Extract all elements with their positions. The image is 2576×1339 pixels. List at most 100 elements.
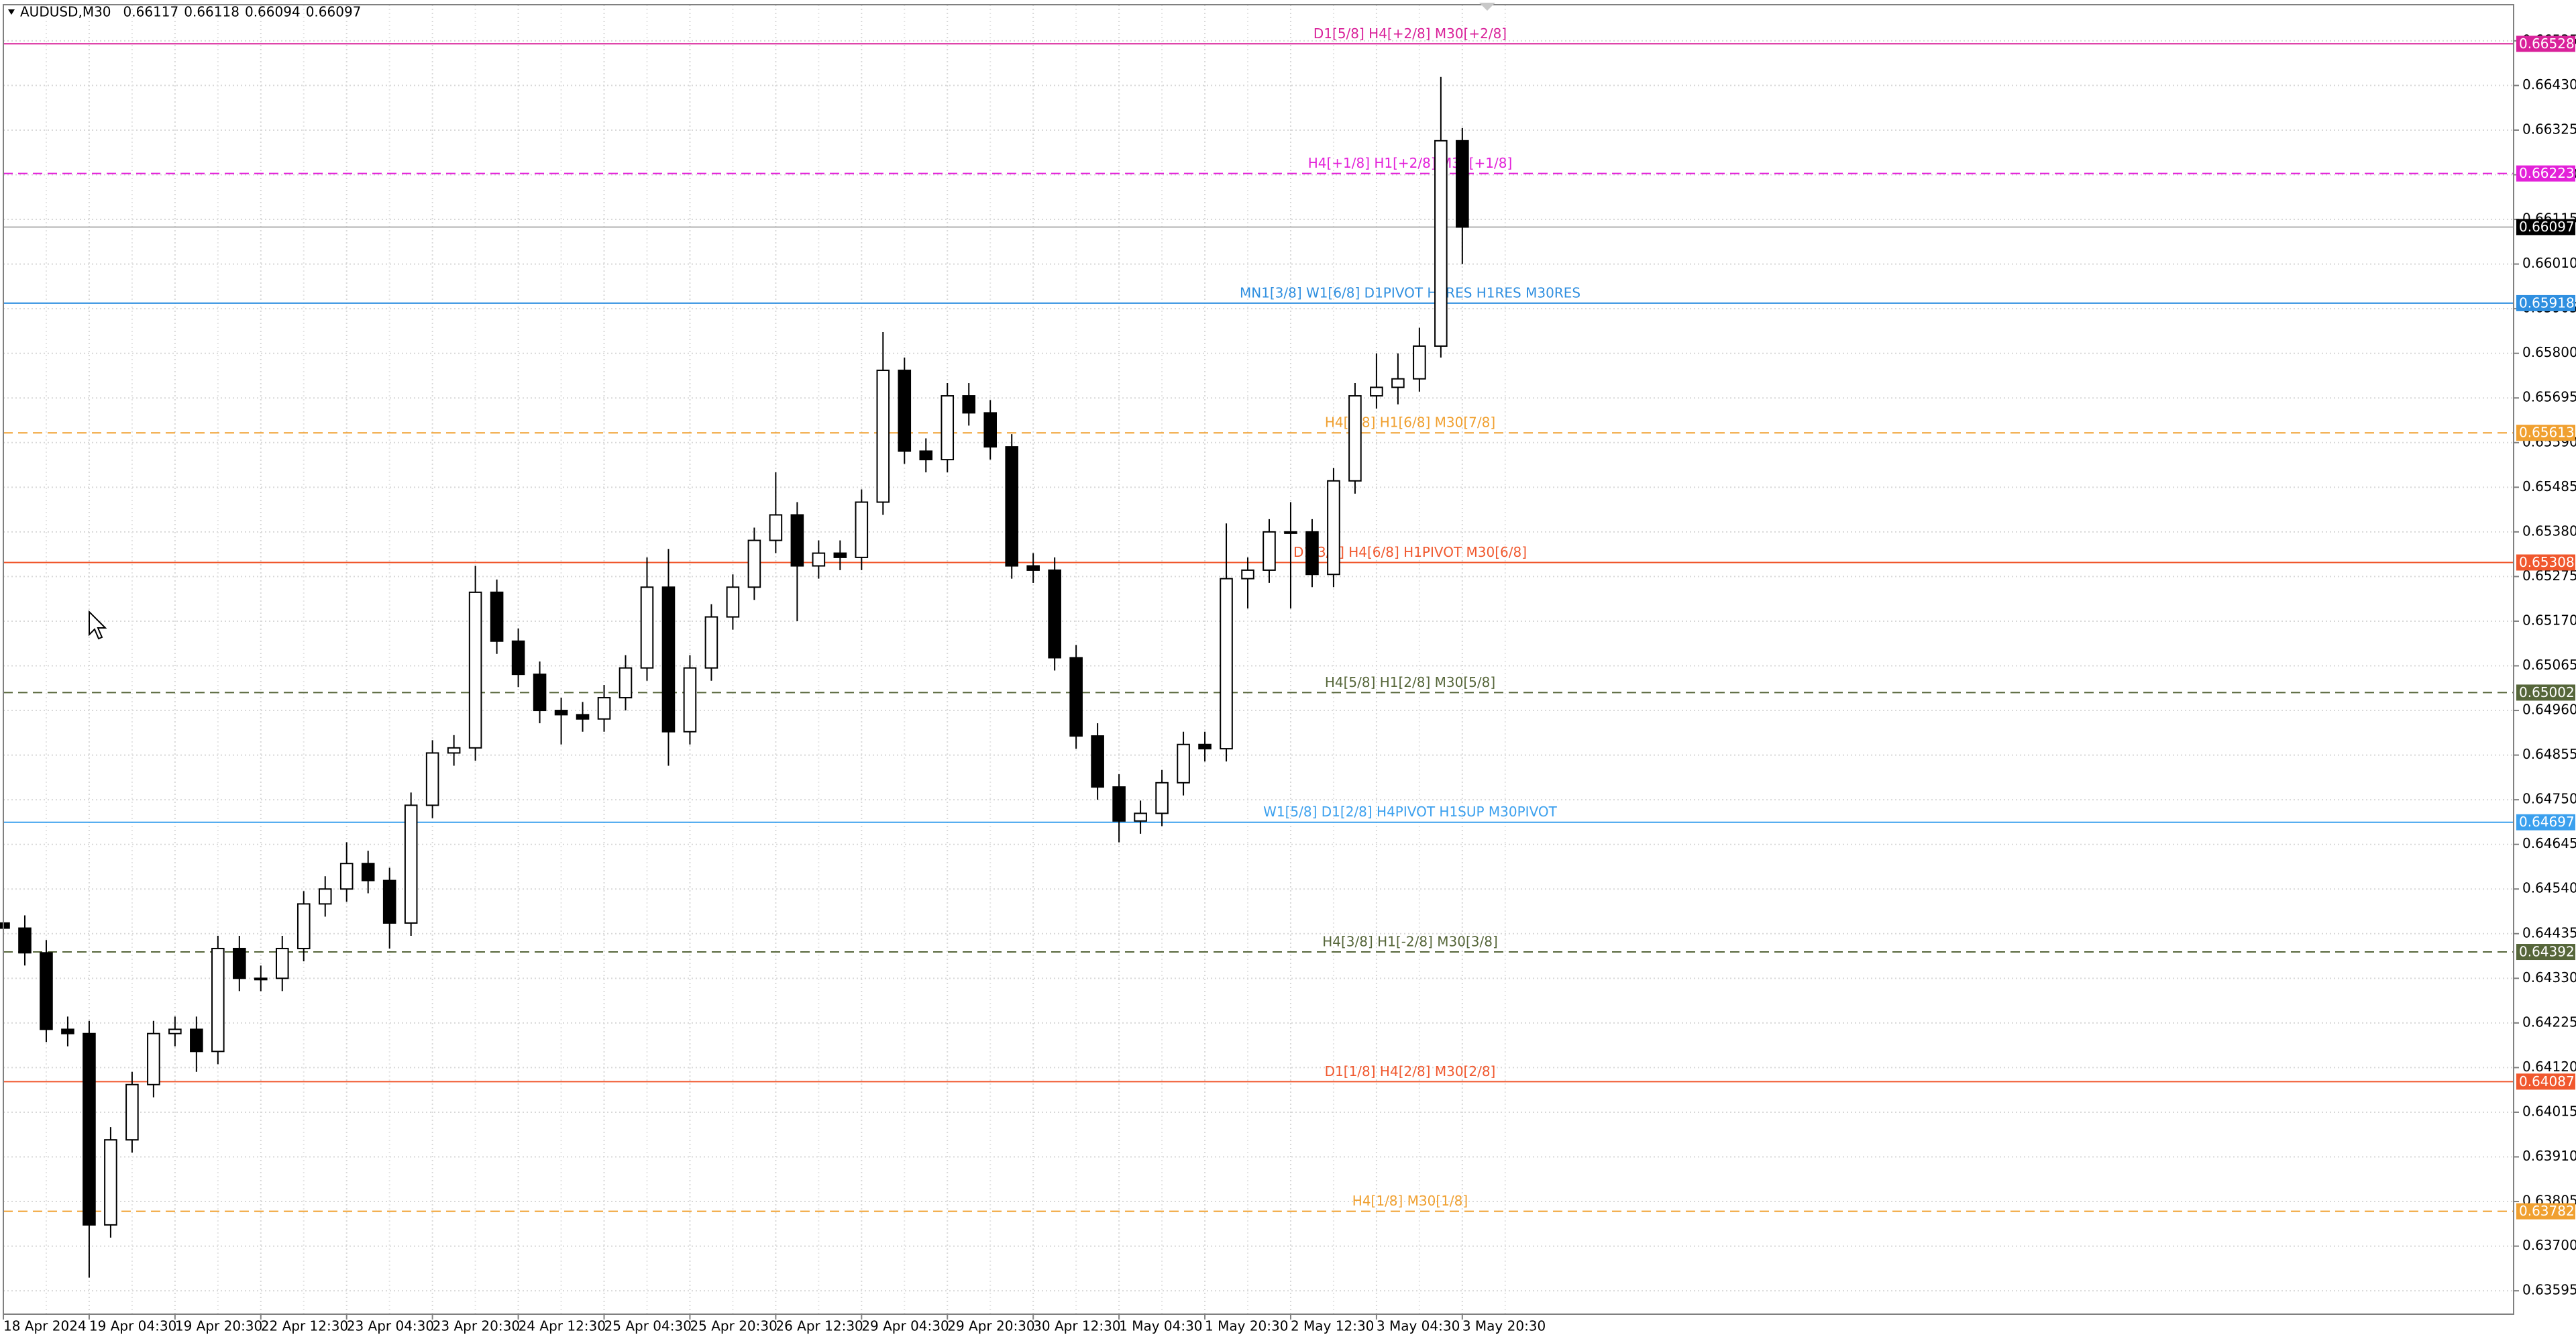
candle-body: [597, 697, 611, 720]
candle-body: [1391, 378, 1405, 388]
y-tick-label: 0.66430: [2522, 76, 2576, 93]
level-label: H4[+1/8] H1[+2/8] M30[+1/8]: [1308, 155, 1513, 171]
candle-body: [404, 804, 418, 924]
candle-body: [919, 450, 933, 461]
candle-body: [1005, 446, 1018, 567]
x-tick-label: 24 Apr 12:30: [519, 1318, 606, 1334]
candle-body: [1434, 140, 1448, 347]
candle-body: [661, 586, 676, 733]
last-price-tag-bg: [2516, 219, 2575, 235]
candle-body: [1305, 531, 1319, 576]
header-value: 0.66118: [184, 4, 239, 20]
candle-body: [0, 922, 10, 929]
level-price-tag-bg: [2516, 814, 2575, 831]
candle-body: [619, 667, 633, 699]
y-tick-label: 0.63910: [2522, 1148, 2576, 1164]
candle-body: [855, 501, 869, 558]
candle-body: [812, 552, 826, 567]
x-tick-label: 23 Apr 20:30: [433, 1318, 520, 1334]
candle-body: [533, 674, 547, 712]
candle-body: [490, 591, 504, 642]
y-tick-label: 0.64855: [2522, 746, 2576, 762]
candle-body: [554, 710, 568, 716]
candle-body: [833, 552, 847, 558]
mouse-cursor: [89, 610, 107, 640]
level-label: W1[5/8] D1[2/8] H4PIVOT H1SUP M30PIVOT: [1263, 804, 1558, 820]
y-tick-label: 0.66325: [2522, 121, 2576, 137]
candle-body: [104, 1139, 117, 1226]
x-tick-label: 25 Apr 20:30: [690, 1318, 777, 1334]
candle-body: [898, 370, 912, 452]
candle-body: [704, 616, 718, 669]
level-price-tag-bg: [2516, 425, 2575, 441]
candle-body: [1284, 531, 1297, 534]
y-tick-label: 0.64120: [2522, 1059, 2576, 1075]
y-tick-label: 0.64225: [2522, 1014, 2576, 1030]
x-tick-label: 2 May 12:30: [1291, 1318, 1374, 1334]
candle-body: [18, 927, 32, 954]
candle-body: [468, 591, 482, 749]
y-tick-label: 0.64015: [2522, 1103, 2576, 1119]
candle-body: [1069, 657, 1083, 737]
y-tick-label: 0.65695: [2522, 389, 2576, 405]
candle-body: [339, 863, 354, 890]
candle-body: [640, 586, 654, 669]
y-tick-label: 0.65065: [2522, 657, 2576, 673]
y-tick-label: 0.63595: [2522, 1282, 2576, 1298]
y-tick-label: 0.65800: [2522, 344, 2576, 360]
level-price-tag: 0.64392: [2519, 944, 2575, 960]
level-price-tag-bg: [2516, 1073, 2575, 1090]
level-price-tag: 0.65613: [2519, 425, 2575, 441]
candle-body: [233, 947, 246, 979]
candle-body: [1155, 782, 1169, 814]
x-tick-label: 19 Apr 04:30: [89, 1318, 176, 1334]
header: AUDUSD,M30: [8, 4, 111, 20]
header-arrow: [8, 9, 15, 15]
candle-body: [1048, 569, 1061, 659]
last-price-tag: 0.66097: [2519, 219, 2575, 235]
x-tick-label: 30 Apr 12:30: [1033, 1318, 1120, 1334]
candle-body: [61, 1028, 74, 1034]
candle-body: [941, 395, 955, 461]
level-label: D1[5/8] H4[+2/8] M30[+2/8]: [1313, 25, 1507, 42]
y-tick-label: 0.66010: [2522, 255, 2576, 271]
candle-body: [40, 952, 53, 1030]
level-price-tag-bg: [2516, 36, 2575, 52]
candle-body: [254, 977, 268, 981]
candle-body: [683, 667, 697, 733]
x-tick-label: 3 May 04:30: [1377, 1318, 1460, 1334]
candle-body: [1220, 578, 1233, 750]
y-tick-label: 0.64960: [2522, 702, 2576, 718]
candle-body: [83, 1032, 96, 1226]
plot-frame: [3, 4, 2514, 1315]
x-tick-label: 22 Apr 12:30: [261, 1318, 348, 1334]
candle-body: [747, 539, 761, 588]
candle-body: [1241, 569, 1254, 580]
header-value: 0.66097: [306, 4, 362, 20]
candle-body: [190, 1028, 203, 1053]
axes: 0.635950.637000.638050.639100.640150.641…: [3, 32, 2576, 1334]
level-price-tag-bg: [2516, 684, 2575, 701]
candle-body: [1091, 735, 1104, 788]
level-label: H4[3/8] H1[-2/8] M30[3/8]: [1322, 934, 1498, 950]
candle-body: [318, 888, 332, 905]
level-price-tag-bg: [2516, 944, 2575, 961]
candle-body: [1327, 480, 1340, 576]
y-tick-label: 0.64435: [2522, 924, 2576, 941]
y-tick-label: 0.64330: [2522, 969, 2576, 985]
level-price-tag-bg: [2516, 294, 2575, 311]
level-price-tag: 0.64087: [2519, 1073, 2575, 1089]
candle-body: [147, 1032, 160, 1085]
level-price-tag: 0.66223: [2519, 165, 2575, 181]
candle-body: [983, 412, 998, 448]
candle-body: [962, 395, 976, 414]
candle-body: [425, 752, 439, 806]
candle-body: [382, 879, 396, 924]
x-tick-label: 26 Apr 12:30: [775, 1318, 863, 1334]
level-label: MN1[3/8] W1[6/8] D1PIVOT H4RES H1RES M30…: [1240, 284, 1580, 301]
candle-body: [211, 947, 225, 1053]
candle-body: [1413, 345, 1426, 380]
